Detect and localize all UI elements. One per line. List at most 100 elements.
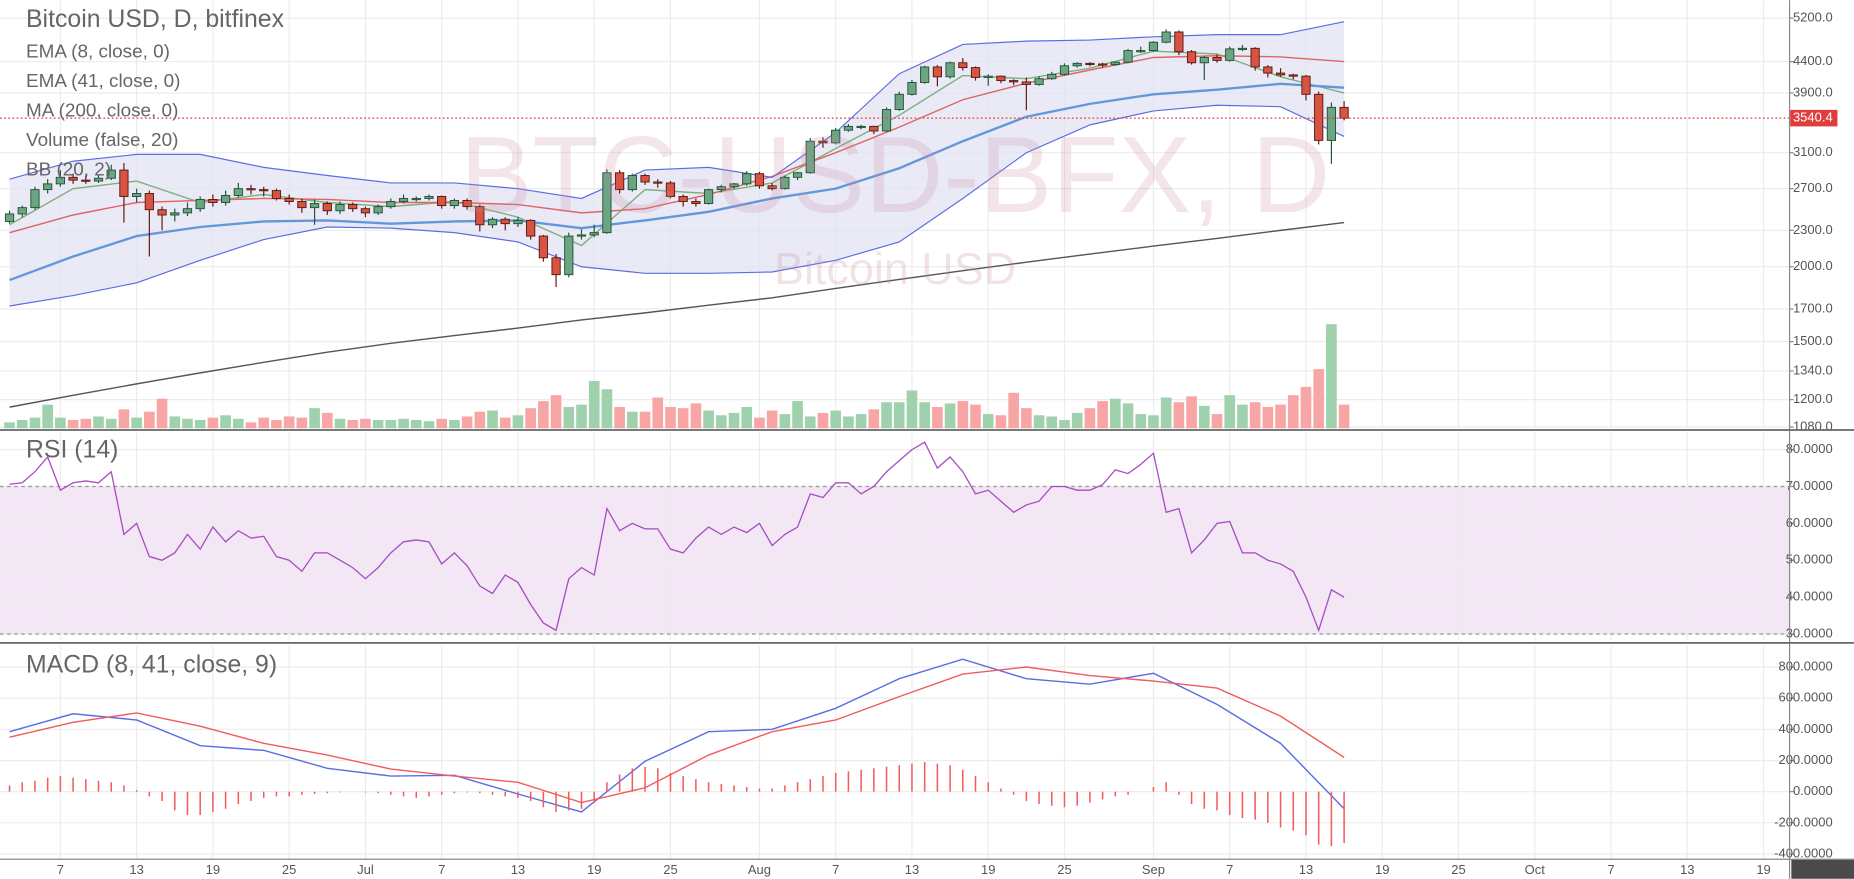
x-tick-label: 7 xyxy=(1226,862,1233,877)
volume-bar xyxy=(1224,395,1236,429)
chart-title: Bitcoin USD, D, bitfinex xyxy=(26,6,285,33)
volume-bar xyxy=(601,389,613,429)
candle-body xyxy=(958,62,968,69)
volume-bar xyxy=(817,412,829,429)
candle-body xyxy=(348,204,358,210)
candle-body xyxy=(424,196,434,199)
candle-body xyxy=(1098,63,1108,66)
candle-body xyxy=(55,176,65,185)
candle-body xyxy=(1301,75,1311,95)
volume-bar xyxy=(690,403,702,429)
y-tick-label: 50.0000 xyxy=(1786,552,1833,567)
volume-bar xyxy=(271,419,282,429)
volume-bar xyxy=(741,406,753,429)
candle-body xyxy=(627,175,637,191)
candle-body xyxy=(729,183,739,188)
volume-bar xyxy=(830,410,842,429)
volume-bar xyxy=(893,402,905,429)
legend-entry: BB (20, 2) xyxy=(26,160,111,181)
x-tick-label: 19 xyxy=(1756,862,1770,877)
volume-bar xyxy=(715,415,727,429)
x-tick-label: Oct xyxy=(1525,862,1546,877)
candle-body xyxy=(526,219,536,237)
candle-body xyxy=(68,176,78,181)
volume-bar xyxy=(67,419,79,429)
x-tick-label: 13 xyxy=(1299,862,1313,877)
candle-body xyxy=(767,185,777,190)
legend-entry: MA (200, close, 0) xyxy=(26,100,178,121)
candle-body xyxy=(792,172,803,178)
volume-bar xyxy=(144,411,155,429)
candle-body xyxy=(1072,62,1082,67)
x-tick-label: 19 xyxy=(587,862,601,877)
candle-body xyxy=(1085,62,1095,66)
volume-bar xyxy=(449,419,460,429)
x-tick-label: 7 xyxy=(832,862,839,877)
candle-body xyxy=(513,219,523,225)
candle-body xyxy=(780,176,790,190)
volume-bar xyxy=(398,418,409,429)
volume-bar xyxy=(487,410,498,429)
volume-bar xyxy=(93,416,104,429)
candle-body xyxy=(703,189,714,204)
x-tick-label: 19 xyxy=(206,862,220,877)
x-tick-label: 25 xyxy=(282,862,296,877)
volume-bar xyxy=(372,419,384,429)
volume-bar xyxy=(423,421,435,429)
volume-bar xyxy=(843,416,854,429)
candle-body xyxy=(805,140,815,174)
candle-body xyxy=(81,179,91,182)
volume-bar xyxy=(16,419,28,429)
candle-body xyxy=(1314,93,1324,141)
x-tick-label: 7 xyxy=(57,862,64,877)
y-tick-label: 600.0000 xyxy=(1778,690,1832,705)
candle-body xyxy=(220,195,231,203)
volume-bar xyxy=(258,417,270,429)
volume-bar xyxy=(1097,401,1108,429)
volume-bar xyxy=(652,397,664,429)
candle-body xyxy=(818,140,828,144)
candle-body xyxy=(1212,57,1222,61)
volume-bar xyxy=(1211,414,1223,429)
volume-bar xyxy=(1287,395,1299,429)
candle-body xyxy=(170,212,180,216)
candle-body xyxy=(615,172,625,191)
volume-bar xyxy=(1186,396,1197,429)
x-tick-label: 13 xyxy=(1680,862,1694,877)
candle-body xyxy=(246,188,256,191)
candle-body xyxy=(208,199,218,203)
volume-bar xyxy=(525,408,536,429)
candle-body xyxy=(462,200,472,208)
candle-body xyxy=(996,75,1006,82)
volume-bar xyxy=(614,406,625,429)
volume-bar xyxy=(919,402,930,429)
volume-bar xyxy=(410,419,422,429)
candle-body xyxy=(119,169,129,197)
candle-body xyxy=(386,201,396,208)
y-tick-label: 5200.0 xyxy=(1793,10,1833,25)
indicator-line xyxy=(9,50,1345,247)
bb-upper xyxy=(9,21,1345,200)
volume-bar xyxy=(1135,414,1147,429)
legend-entry: Volume (false, 20) xyxy=(26,130,178,151)
candle-body xyxy=(398,197,409,202)
x-tick-label: 13 xyxy=(511,862,525,877)
volume-bar xyxy=(1338,404,1350,429)
volume-bar xyxy=(932,406,943,429)
candle-body xyxy=(564,235,574,276)
candle-body xyxy=(894,93,904,110)
volume-bar xyxy=(474,411,486,429)
x-tick-label: 13 xyxy=(905,862,919,877)
candle-body xyxy=(754,173,765,187)
volume-bar xyxy=(461,416,473,429)
volume-bar xyxy=(347,419,359,429)
volume-bar xyxy=(1110,398,1121,429)
candle-body xyxy=(983,75,993,78)
x-tick-label: 19 xyxy=(1375,862,1389,877)
volume-bar xyxy=(970,404,981,429)
y-tick-label: 400.0000 xyxy=(1778,721,1832,736)
volume-bar xyxy=(360,418,371,429)
candle-body xyxy=(1161,31,1171,43)
y-tick-label: 3100.0 xyxy=(1793,144,1833,159)
